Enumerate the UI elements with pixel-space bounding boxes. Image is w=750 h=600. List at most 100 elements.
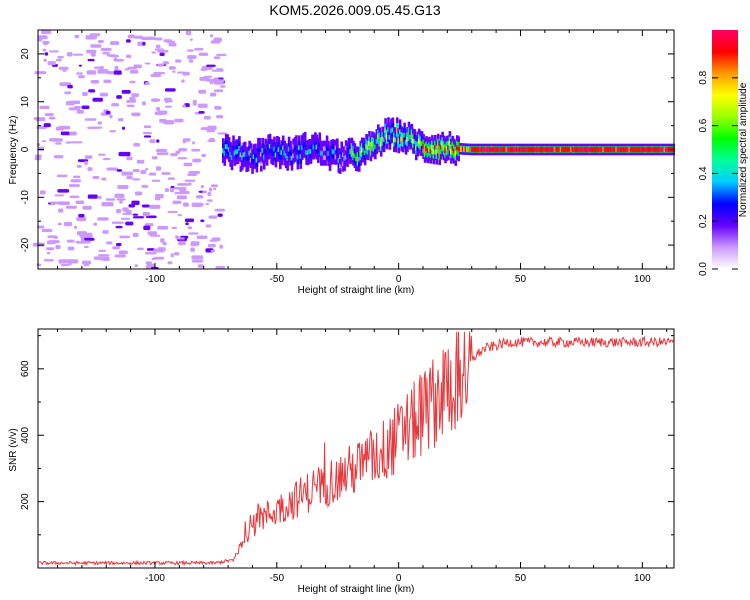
- ridge-core: [258, 147, 262, 153]
- ridge-core: [227, 147, 231, 152]
- ridge-core: [447, 145, 450, 151]
- noise-cell: [119, 199, 123, 204]
- ridge-core: [489, 147, 493, 152]
- ridge-core: [663, 147, 667, 152]
- noise-cell: [175, 150, 181, 154]
- noise-cell: [106, 241, 113, 245]
- colorbar-ticks: 0.0 0.2 0.4 0.6 0.8: [698, 70, 738, 276]
- ridge-core: [334, 150, 338, 155]
- noise-cell: [93, 222, 98, 226]
- ridge-core: [273, 146, 276, 152]
- noise-cell: [206, 129, 216, 133]
- y-tick-label: -20: [20, 237, 31, 252]
- ridge-core: [665, 147, 668, 152]
- noise-cell: [68, 107, 81, 111]
- ridge-core: [540, 147, 544, 152]
- noise-cell: [92, 176, 100, 180]
- noise-cell: [99, 92, 108, 97]
- noise-cell: [182, 138, 191, 142]
- ridge-core: [625, 147, 629, 152]
- noise-cell: [155, 106, 161, 111]
- ridge-core: [501, 147, 504, 152]
- ridge-core: [331, 149, 335, 154]
- noise-cell: [160, 238, 165, 243]
- ridge-core: [596, 147, 599, 152]
- noise-cell: [71, 141, 83, 144]
- noise-cell: [188, 182, 192, 186]
- noise-cell: [144, 62, 151, 65]
- noise-cell: [129, 80, 136, 84]
- noise-cell: [112, 246, 120, 250]
- ridge-core: [618, 147, 621, 152]
- noise-cell: [170, 253, 174, 258]
- noise-cell: [118, 250, 128, 255]
- snr-plot: -100 -50 0 50 100 200 400 600 Height of straigh…: [8, 328, 675, 595]
- ridge-core: [653, 147, 656, 152]
- noise-cell: [165, 105, 172, 108]
- ridge-core: [341, 156, 345, 162]
- ridge-core: [529, 147, 532, 152]
- noise-cell: [208, 187, 213, 192]
- noise-cell: [217, 132, 228, 135]
- ridge-core: [289, 150, 292, 156]
- noise-cell: [48, 116, 56, 120]
- noise-cell: [177, 214, 182, 217]
- noise-cell: [177, 157, 188, 160]
- noise-cell: [172, 70, 176, 73]
- noise-cell: [126, 104, 135, 108]
- ridge-core: [401, 137, 405, 143]
- ridge-core: [224, 144, 228, 149]
- noise-cell: [55, 245, 61, 250]
- noise-cell: [167, 177, 175, 180]
- ridge-core: [271, 150, 275, 156]
- noise-cell: [78, 64, 82, 67]
- ridge-core: [666, 147, 670, 152]
- ridge-core: [479, 147, 482, 152]
- ridge-core: [431, 145, 434, 150]
- noise-cell: [157, 50, 169, 53]
- ridge-core: [243, 151, 247, 157]
- noise-cell: [155, 44, 161, 49]
- ridge-core: [657, 147, 661, 152]
- noise-cell: [95, 126, 103, 129]
- noise-cell: [81, 240, 91, 244]
- noise-cell: [174, 235, 179, 238]
- noise-cell: [64, 221, 73, 227]
- noise-cell: [196, 195, 204, 199]
- ridge-core: [347, 147, 351, 153]
- noise-cell: [113, 70, 122, 75]
- ridge-core: [409, 134, 412, 140]
- ridge-core: [654, 147, 658, 152]
- ridge-core: [634, 147, 637, 152]
- ridge-core: [229, 152, 232, 157]
- ridge-core: [638, 147, 642, 152]
- ridge-core: [609, 147, 613, 152]
- ridge-core: [632, 147, 636, 152]
- noise-cell: [154, 111, 164, 116]
- x-tick-label: 50: [515, 274, 527, 285]
- noise-cell: [114, 254, 126, 258]
- ridge-core: [344, 150, 348, 156]
- ridge-core: [397, 138, 401, 144]
- ridge-core: [338, 159, 342, 164]
- noise-cell: [184, 218, 194, 223]
- ridge-core: [393, 137, 396, 142]
- noise-cell: [125, 39, 131, 43]
- ridge-core: [423, 148, 427, 153]
- noise-cell: [216, 68, 224, 71]
- ridge-core: [299, 154, 303, 159]
- noise-cell: [98, 153, 106, 156]
- noise-cell: [181, 79, 185, 83]
- ridge-core: [622, 147, 626, 152]
- noise-cell: [179, 190, 186, 194]
- ridge-core: [312, 144, 316, 150]
- noise-cell: [66, 52, 73, 57]
- noise-cell: [207, 199, 213, 202]
- noise-cell: [188, 59, 194, 63]
- ridge-core: [264, 148, 267, 154]
- ridge-core: [488, 147, 491, 152]
- ridge-core: [512, 147, 516, 152]
- ridge-core: [267, 144, 270, 150]
- ridge-core: [599, 147, 602, 152]
- noise-cell: [145, 251, 157, 255]
